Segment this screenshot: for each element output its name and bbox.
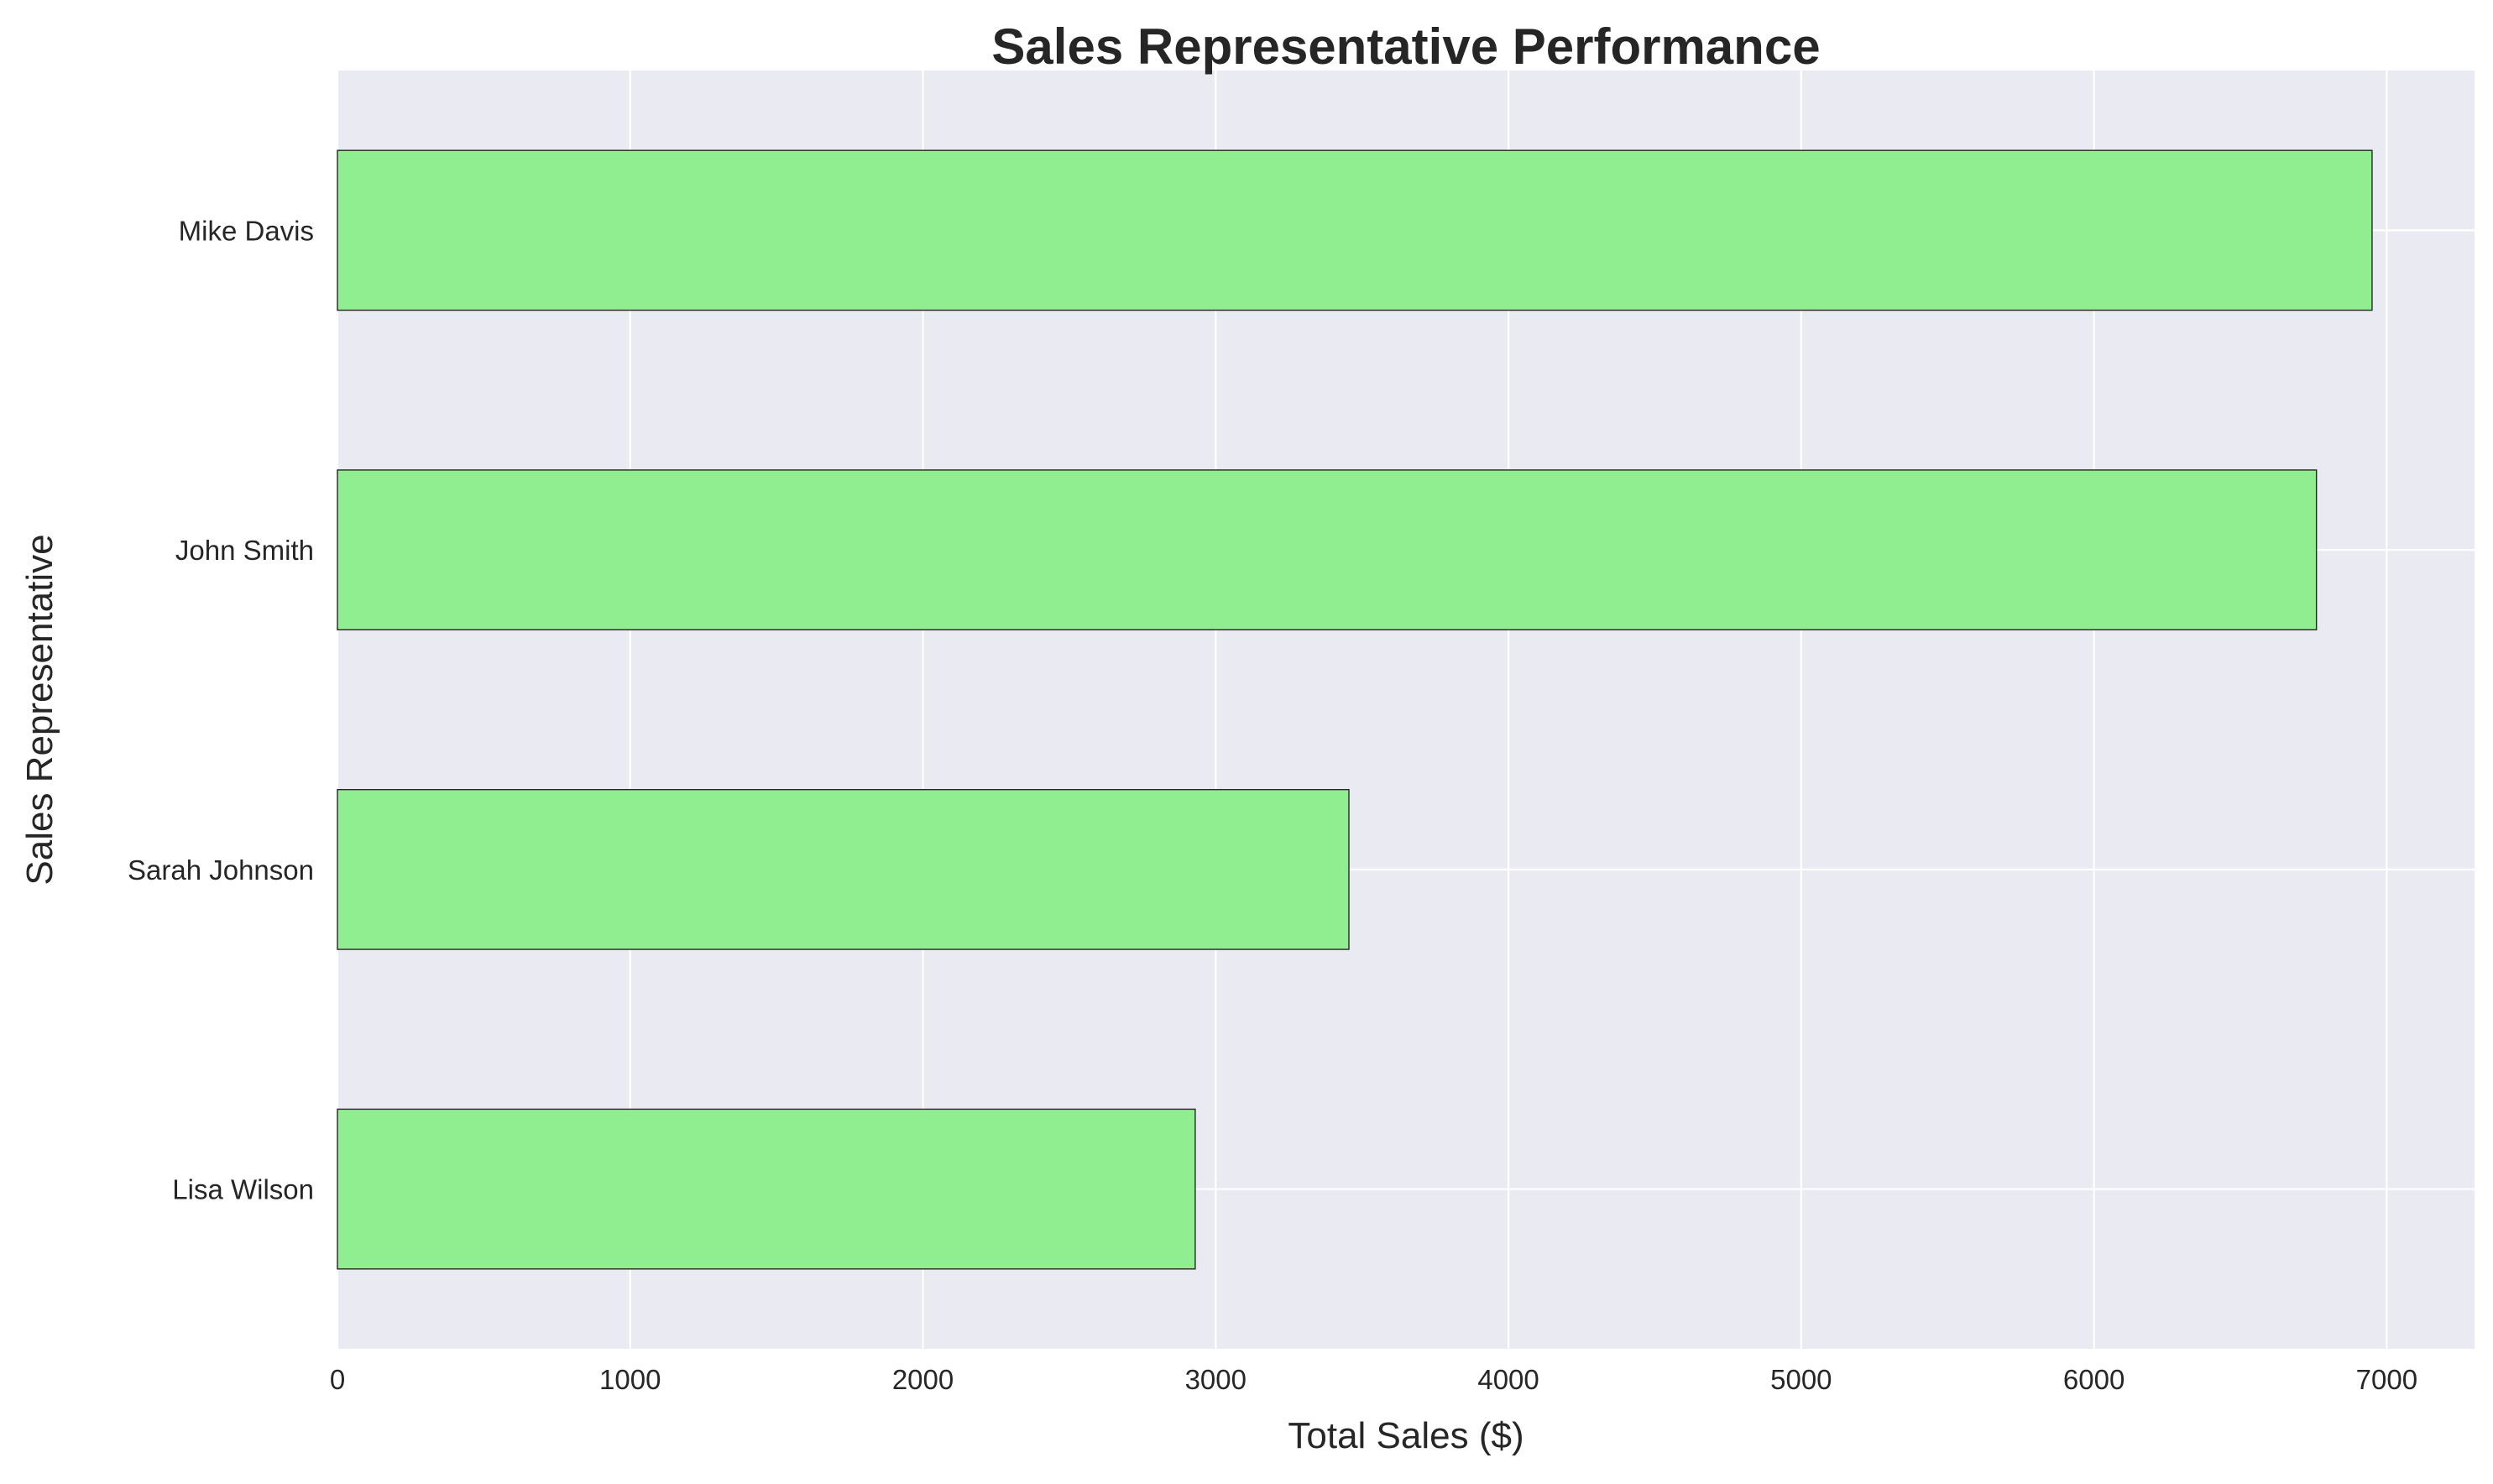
y-tick-label: Mike Davis (179, 215, 314, 246)
x-tick-label: 6000 (2063, 1364, 2125, 1395)
y-tick-label: John Smith (175, 535, 314, 566)
bar-mike-davis (337, 149, 2373, 311)
bar-john-smith (337, 469, 2318, 631)
y-tick-label: Lisa Wilson (172, 1174, 314, 1205)
x-axis-label: Total Sales ($) (1288, 1415, 1524, 1456)
bars (337, 149, 2373, 1270)
chart-title: Sales Representative Performance (991, 18, 1820, 75)
x-tick-labels: 0 1000 2000 3000 4000 5000 6000 7000 (330, 1364, 2417, 1395)
x-tick-label: 5000 (1770, 1364, 1832, 1395)
x-tick-label: 1000 (599, 1364, 661, 1395)
bar-sarah-johnson (337, 788, 1350, 950)
x-tick-label: 0 (330, 1364, 345, 1395)
y-tick-labels: Lisa Wilson Sarah Johnson John Smith Mike D… (128, 215, 314, 1204)
x-tick-label: 4000 (1477, 1364, 1539, 1395)
x-tick-label: 3000 (1185, 1364, 1246, 1395)
y-tick-label: Sarah Johnson (128, 854, 314, 886)
y-axis-label: Sales Representative (19, 534, 60, 885)
bar-lisa-wilson (337, 1108, 1196, 1270)
x-tick-label: 2000 (892, 1364, 954, 1395)
x-tick-label: 7000 (2356, 1364, 2417, 1395)
